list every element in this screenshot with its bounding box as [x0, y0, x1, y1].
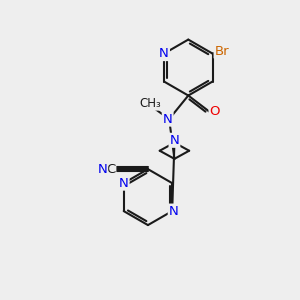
- Text: N: N: [119, 177, 129, 190]
- Text: N: N: [169, 205, 178, 218]
- Text: N: N: [98, 163, 107, 176]
- Text: Br: Br: [214, 45, 229, 58]
- Text: CH₃: CH₃: [140, 97, 161, 110]
- Text: N: N: [163, 112, 172, 126]
- Text: C: C: [106, 163, 115, 176]
- Text: N: N: [169, 134, 179, 147]
- Text: O: O: [209, 105, 220, 118]
- Text: N: N: [159, 47, 169, 60]
